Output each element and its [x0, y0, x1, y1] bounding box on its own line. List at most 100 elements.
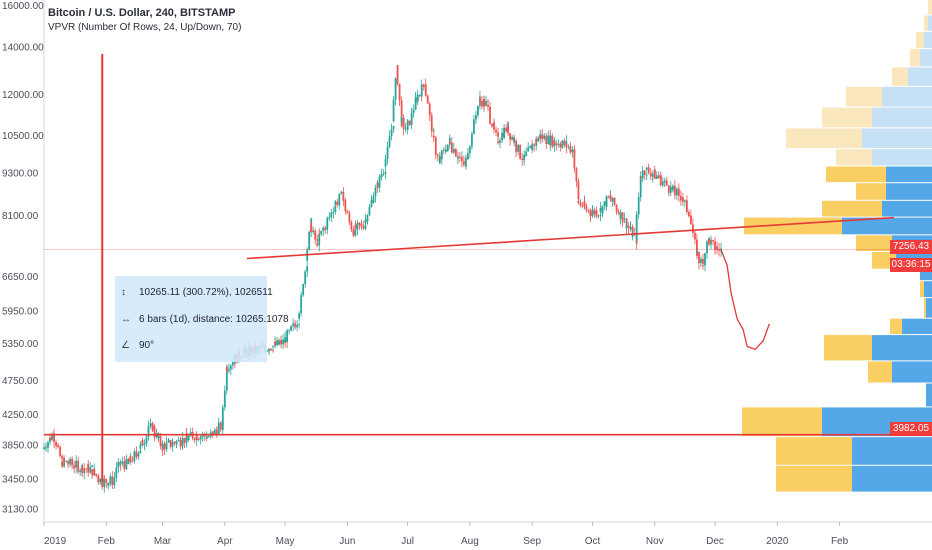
- candle-body: [151, 425, 154, 427]
- candle-body: [493, 122, 495, 130]
- candle-body: [191, 431, 194, 435]
- volume-profile-down-bar: [856, 183, 886, 200]
- candle-body: [545, 135, 548, 143]
- candle-body: [274, 341, 276, 346]
- volume-profile-up-bar: [842, 217, 932, 235]
- candle-body: [611, 197, 614, 202]
- candle-body: [378, 176, 381, 188]
- candle-body: [193, 438, 196, 441]
- candle-body: [121, 461, 124, 464]
- candle-body: [553, 141, 556, 144]
- candle-body: [318, 233, 321, 235]
- candle-body: [706, 241, 708, 254]
- angle-icon: ∠: [121, 340, 130, 351]
- measure-bars-row: ↔ 6 bars (1d), distance: 10265.1078: [121, 313, 289, 327]
- candle-body: [591, 209, 594, 213]
- candle-body: [322, 227, 325, 231]
- volume-profile-up-bar: [852, 437, 932, 465]
- chart-legend[interactable]: Bitcoin / U.S. Dollar, 240, BITSTAMP VPV…: [48, 5, 241, 35]
- candle-body: [370, 199, 373, 204]
- candle-body: [442, 149, 445, 151]
- candle-body: [89, 467, 92, 473]
- candle-body: [67, 463, 70, 465]
- candle-body: [587, 210, 590, 212]
- volume-profile-down-bar: [916, 31, 924, 49]
- candle-body: [302, 286, 305, 296]
- candle-body: [334, 205, 337, 212]
- volume-profile-down-bar: [786, 128, 862, 149]
- volume-profile-down-bar: [822, 107, 872, 128]
- candle-body: [406, 120, 409, 130]
- candle-body: [665, 180, 668, 186]
- candle-body: [507, 126, 509, 134]
- candle-body: [607, 196, 610, 198]
- candle-body: [109, 476, 112, 482]
- price-range-icon: ↕: [121, 287, 126, 298]
- candle-body: [489, 106, 491, 120]
- candle-body: [685, 201, 688, 213]
- volume-profile-up-bar: [862, 128, 932, 149]
- candle-body: [53, 433, 55, 443]
- y-tick-label: 10500.00: [2, 131, 44, 142]
- candle-body: [81, 467, 84, 474]
- candle-body: [446, 144, 449, 151]
- candle-body: [266, 350, 268, 352]
- candle-body: [647, 168, 650, 173]
- volume-profile-down-bar: [868, 361, 892, 383]
- indicator-label: VPVR (Number Of Rows, 24, Up/Down, 70): [48, 22, 242, 33]
- candle-body: [400, 100, 403, 127]
- candle-body: [87, 464, 90, 473]
- candle-body: [314, 230, 317, 240]
- candle-body: [667, 185, 670, 191]
- x-tick-label: Sep: [523, 536, 541, 547]
- candle-body: [318, 233, 321, 246]
- candle-body: [645, 174, 648, 176]
- y-tick-label: 4750.00: [2, 376, 39, 387]
- candle-body: [569, 146, 572, 153]
- candle-body: [85, 468, 88, 470]
- candle-body: [137, 453, 140, 457]
- candle-body: [302, 284, 305, 287]
- candle-body: [394, 78, 397, 100]
- candle-body: [539, 135, 542, 139]
- measure-angle-text: 90°: [139, 340, 155, 351]
- candle-body: [119, 463, 122, 465]
- candle-body: [529, 145, 532, 148]
- candle-body: [97, 475, 100, 480]
- candle-body: [501, 133, 503, 141]
- candle-body: [374, 187, 377, 197]
- candle-body: [436, 154, 439, 157]
- candle-body: [623, 218, 626, 220]
- candle-body: [392, 99, 395, 122]
- candle-body: [115, 467, 118, 475]
- candle-body: [681, 197, 684, 202]
- candle-body: [139, 444, 142, 450]
- candle-body: [601, 205, 604, 214]
- candle-body: [125, 458, 128, 469]
- candle-body: [221, 407, 224, 426]
- candle-body: [334, 201, 337, 205]
- countdown-badge: 03:36:15: [890, 258, 932, 272]
- candle-body: [710, 239, 712, 241]
- candle-body: [525, 152, 528, 157]
- candle-body: [593, 209, 596, 215]
- candle-body: [430, 115, 433, 132]
- candle-body: [382, 173, 385, 175]
- candle-body: [49, 437, 51, 441]
- candle-body: [225, 367, 228, 371]
- candle-body: [288, 330, 291, 332]
- candle-body: [573, 150, 576, 169]
- candle-body: [392, 125, 395, 130]
- candle-body: [690, 215, 692, 225]
- candle-body: [173, 441, 176, 444]
- candle-body: [613, 197, 616, 205]
- candle-body: [696, 251, 698, 253]
- candle-body: [555, 143, 558, 145]
- candle-body: [290, 326, 293, 331]
- candle-body: [631, 233, 634, 237]
- candle-body: [340, 191, 343, 194]
- candle-body: [99, 478, 102, 483]
- candle-body: [310, 223, 313, 233]
- candle-body: [326, 218, 329, 224]
